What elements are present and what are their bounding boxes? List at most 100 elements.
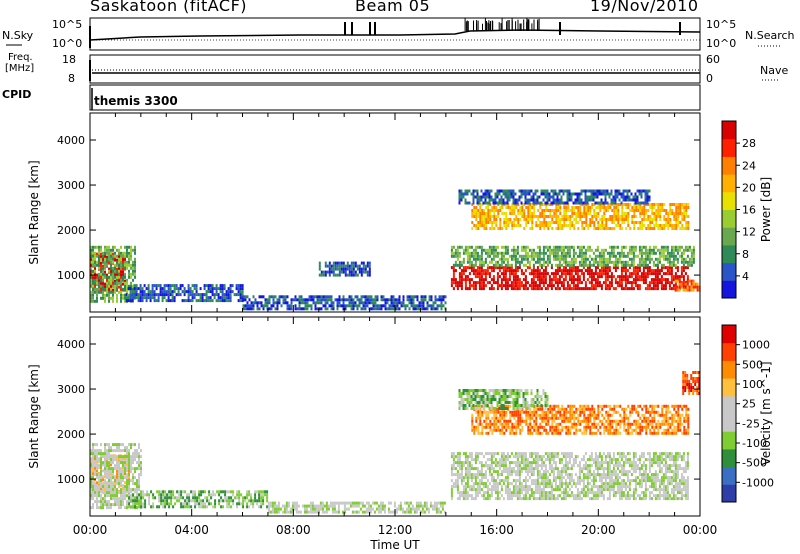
- power-cell: [312, 295, 315, 299]
- power-cell: [100, 284, 102, 288]
- velocity-cell: [90, 449, 92, 453]
- power-cell: [659, 203, 662, 206]
- power-cell: [96, 254, 98, 258]
- velocity-cell: [128, 455, 130, 459]
- power-cell: [108, 299, 110, 303]
- power-region: [450, 266, 689, 291]
- power-cell: [298, 295, 301, 299]
- power-cell: [658, 260, 661, 264]
- power-cell: [690, 288, 693, 292]
- power-cell: [195, 284, 198, 288]
- power-cell: [533, 212, 536, 215]
- velocity-cell: [126, 503, 128, 507]
- power-cell: [660, 287, 663, 291]
- power-cell: [604, 263, 607, 267]
- velocity-cell: [90, 457, 92, 461]
- power-cell: [92, 299, 94, 303]
- power-cell: [159, 287, 162, 291]
- power-cell: [370, 295, 373, 299]
- power-cell: [566, 269, 569, 273]
- power-cell: [209, 287, 212, 291]
- power-cell: [129, 287, 132, 291]
- power-cell: [582, 254, 585, 258]
- power-cell: [478, 266, 481, 270]
- velocity-cell: [470, 464, 473, 468]
- power-cell: [157, 296, 160, 300]
- velocity-cell: [460, 491, 463, 495]
- velocity-cell: [104, 500, 106, 504]
- velocity-cell: [250, 496, 253, 500]
- power-cell: [567, 209, 570, 212]
- velocity-cell: [180, 490, 183, 494]
- power-cell: [632, 263, 635, 267]
- velocity-cell: [106, 455, 108, 459]
- power-cell: [508, 254, 511, 258]
- velocity-cell: [92, 464, 94, 468]
- power-cell: [655, 209, 658, 212]
- power-cell: [106, 248, 108, 252]
- power-cell: [460, 189, 463, 193]
- velocity-cell: [112, 497, 114, 501]
- velocity-cell: [94, 466, 96, 470]
- power-cell: [165, 299, 168, 303]
- power-cell: [225, 293, 228, 297]
- power-cell: [472, 189, 475, 193]
- power-cell: [116, 269, 118, 273]
- velocity-cell: [337, 507, 340, 511]
- velocity-cell: [128, 485, 130, 489]
- power-cell: [490, 269, 493, 273]
- power-cell: [175, 284, 178, 288]
- power-cell: [316, 298, 319, 302]
- velocity-cell: [106, 464, 108, 468]
- power-cell: [668, 260, 671, 264]
- velocity-cell: [317, 504, 320, 508]
- power-cell: [492, 201, 495, 205]
- power-cell: [587, 224, 590, 227]
- power-cell: [648, 257, 651, 261]
- power-cell: [570, 260, 573, 264]
- power-cell: [221, 293, 224, 297]
- power-cell: [597, 212, 600, 215]
- power-cell: [598, 284, 601, 288]
- power-cell: [524, 245, 527, 249]
- power-cell: [648, 269, 651, 273]
- power-cell: [649, 206, 652, 209]
- power-cell: [324, 304, 327, 308]
- velocity-cell: [441, 504, 444, 508]
- velocity-cell: [116, 461, 118, 465]
- velocity-cell: [470, 479, 473, 483]
- power-cell: [318, 264, 321, 268]
- velocity-cell: [337, 510, 340, 514]
- velocity-cell: [248, 493, 251, 497]
- power-cell: [128, 269, 130, 273]
- power-cell: [550, 201, 553, 205]
- velocity-cell: [295, 510, 298, 514]
- power-cell: [662, 245, 665, 249]
- power-cell: [653, 224, 656, 227]
- power-cell: [209, 296, 212, 300]
- power-cell: [110, 251, 112, 255]
- power-cell: [106, 284, 108, 288]
- power-cell: [682, 282, 685, 286]
- power-cell: [334, 273, 337, 277]
- power-cell: [530, 284, 533, 288]
- power-cell: [568, 192, 571, 196]
- power-cell: [450, 248, 453, 252]
- velocity-cell: [462, 488, 465, 492]
- power-cell: [629, 209, 632, 212]
- power-cell: [382, 298, 385, 302]
- power-cell: [534, 201, 537, 205]
- velocity-cell: [186, 505, 189, 509]
- velocity-cell: [110, 446, 112, 450]
- power-cell: [498, 284, 501, 288]
- power-cell: [468, 272, 471, 276]
- power-cell: [683, 206, 686, 209]
- power-cell: [610, 189, 613, 193]
- power-cell: [137, 299, 140, 303]
- power-cell: [324, 307, 327, 311]
- velocity-cell: [92, 472, 94, 476]
- power-cell: [143, 296, 146, 300]
- power-cell: [314, 295, 317, 299]
- power-cell: [676, 266, 679, 270]
